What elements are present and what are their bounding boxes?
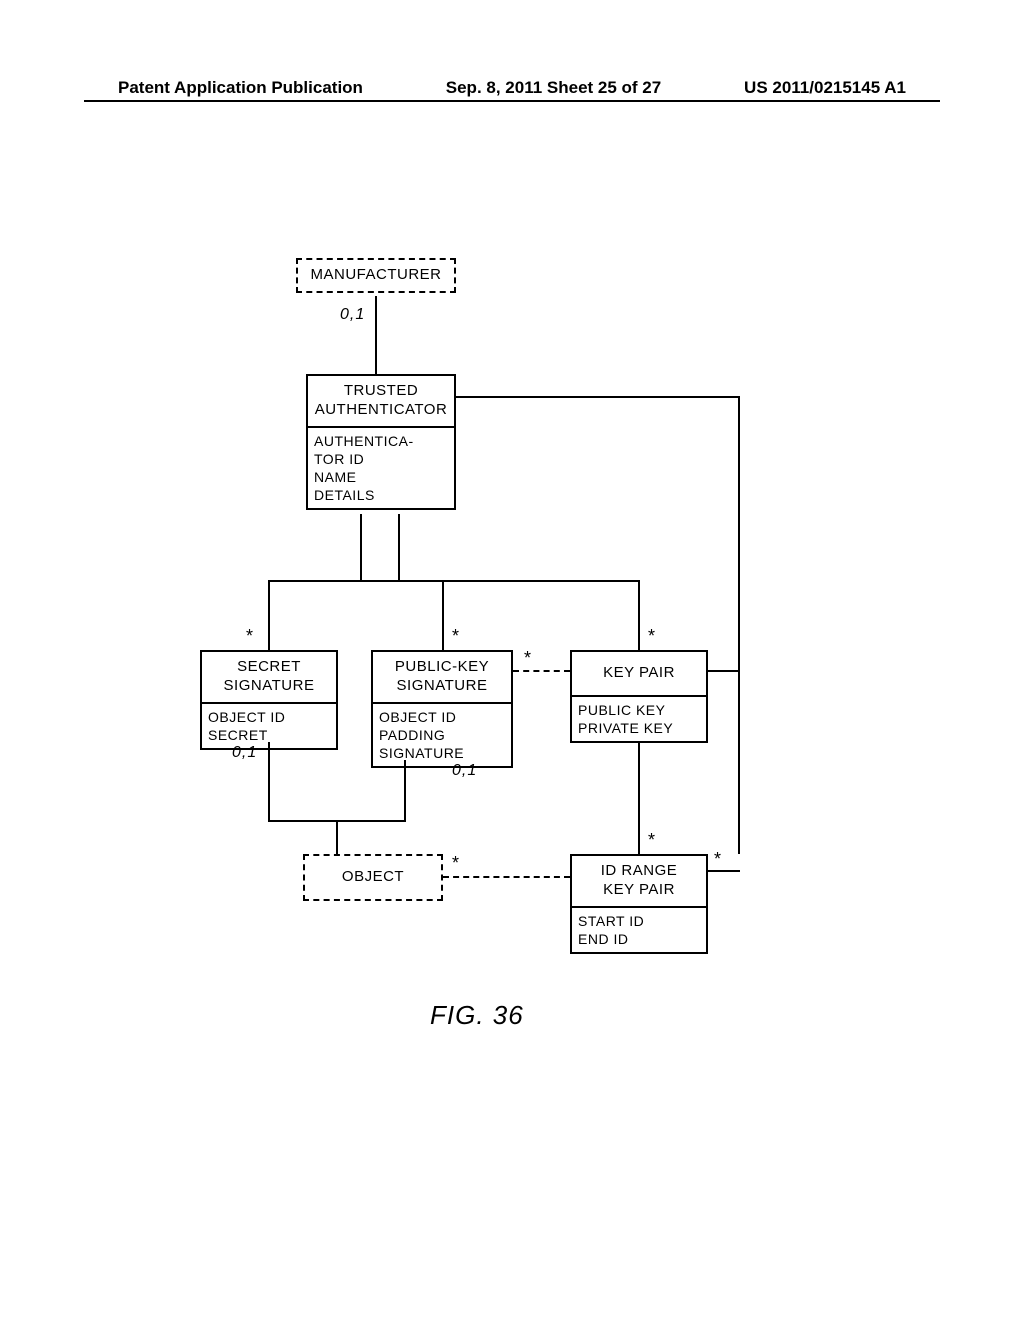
conn-bus-h — [268, 580, 640, 582]
id-range-title: ID RANGE KEY PAIR — [572, 856, 706, 906]
conn-join-to-object — [336, 820, 338, 854]
star-idrange-right: * — [714, 849, 721, 870]
header-rule — [84, 100, 940, 102]
box-object: OBJECT — [303, 854, 443, 901]
conn-bus-to-secret — [268, 580, 270, 650]
conn-auth-right-h — [456, 396, 740, 398]
star-keypair: * — [648, 626, 655, 647]
mult-01-secret: 0,1 — [232, 744, 257, 762]
conn-right-trunk-v — [738, 396, 740, 854]
box-trusted-authenticator: TRUSTED AUTHENTICATOR AUTHENTICA- TOR ID… — [306, 374, 456, 510]
star-secret: * — [246, 626, 253, 647]
box-pubkey-signature: PUBLIC-KEY SIGNATURE OBJECT ID PADDING S… — [371, 650, 513, 768]
key-pair-title: KEY PAIR — [572, 652, 706, 695]
pubkey-sig-attrs: OBJECT ID PADDING SIGNATURE — [373, 702, 511, 767]
page-root: Patent Application Publication Sep. 8, 2… — [0, 0, 1024, 1320]
conn-secret-down — [268, 742, 270, 820]
header-center: Sep. 8, 2011 Sheet 25 of 27 — [446, 78, 661, 98]
key-pair-attrs: PUBLIC KEY PRIVATE KEY — [572, 695, 706, 741]
id-range-attrs: START ID END ID — [572, 906, 706, 952]
conn-mfr-auth — [375, 296, 377, 374]
secret-sig-title: SECRET SIGNATURE — [202, 652, 336, 702]
manufacturer-title: MANUFACTURER — [298, 260, 454, 291]
conn-pubkey-keypair-dashed — [513, 670, 570, 672]
box-manufacturer: MANUFACTURER — [296, 258, 456, 293]
page-header: Patent Application Publication Sep. 8, 2… — [0, 78, 1024, 98]
conn-keypair-right — [708, 670, 740, 672]
star-object-right: * — [452, 853, 459, 874]
conn-auth-down-right — [398, 514, 400, 580]
conn-idrange-right — [708, 870, 740, 872]
conn-object-idrange-dashed — [443, 876, 570, 878]
pubkey-sig-title: PUBLIC-KEY SIGNATURE — [373, 652, 511, 702]
box-secret-signature: SECRET SIGNATURE OBJECT ID SECRET — [200, 650, 338, 750]
trusted-auth-title: TRUSTED AUTHENTICATOR — [308, 376, 454, 426]
conn-bus-to-keypair — [638, 580, 640, 650]
header-left: Patent Application Publication — [118, 78, 363, 98]
figure-caption: FIG. 36 — [430, 1000, 524, 1031]
box-id-range-key-pair: ID RANGE KEY PAIR START ID END ID — [570, 854, 708, 954]
star-pubkey-keypair: * — [524, 648, 531, 669]
conn-keypair-down — [638, 742, 640, 854]
mult-01-top: 0,1 — [340, 306, 365, 324]
star-idrange-top: * — [648, 830, 655, 851]
conn-bus-to-pubkey — [442, 580, 444, 650]
conn-auth-down-left — [360, 514, 362, 580]
mult-01-pubkey: 0,1 — [452, 762, 477, 780]
secret-sig-attrs: OBJECT ID SECRET — [202, 702, 336, 748]
conn-pubkey-down — [404, 760, 406, 820]
trusted-auth-attrs: AUTHENTICA- TOR ID NAME DETAILS — [308, 426, 454, 509]
box-key-pair: KEY PAIR PUBLIC KEY PRIVATE KEY — [570, 650, 708, 743]
object-title: OBJECT — [305, 856, 441, 899]
star-pubkey: * — [452, 626, 459, 647]
header-right: US 2011/0215145 A1 — [744, 78, 906, 98]
